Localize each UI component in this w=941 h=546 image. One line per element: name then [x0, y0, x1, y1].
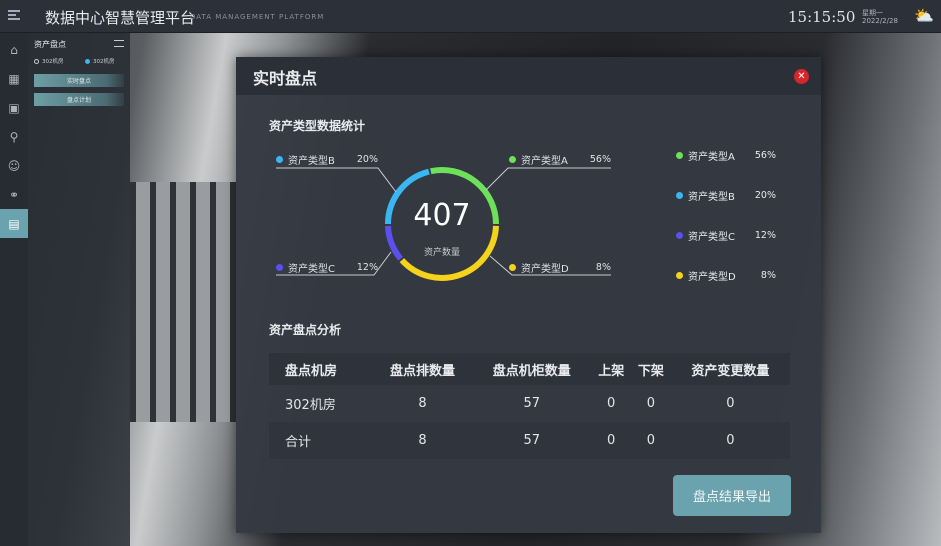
type-percent: 12%	[356, 262, 378, 273]
legend-label: 资产类型D	[688, 272, 736, 283]
dot	[276, 264, 283, 271]
panel-title: 资产盘点	[34, 40, 66, 49]
cell: 0	[646, 396, 656, 411]
clock: 15:15:50	[788, 8, 856, 26]
callout-type-a: 资产类型A 56%	[509, 152, 611, 167]
dot	[509, 156, 516, 163]
legend-type-b: 资产类型B 20%	[676, 188, 776, 203]
col-header: 盘点机柜数量	[472, 353, 592, 385]
face-icon[interactable]: ☺	[7, 158, 21, 173]
room-label: 302机房	[42, 59, 64, 65]
inventory-plan-button[interactable]: 盘点计划	[34, 93, 124, 106]
realtime-inventory-button[interactable]: 实时盘点	[34, 74, 124, 87]
type-name: 资产类型B	[288, 156, 335, 167]
type-percent: 8%	[595, 262, 611, 273]
dot	[276, 156, 283, 163]
legend-percent: 20%	[754, 190, 776, 201]
monitor-icon[interactable]: ▣	[8, 100, 20, 115]
cell: 0	[631, 422, 671, 459]
col-header: 盘点排数量	[372, 353, 473, 385]
cell: 0	[726, 396, 735, 411]
export-results-button[interactable]: 盘点结果导出	[673, 475, 791, 516]
callout-type-b: 资产类型B 20%	[276, 152, 378, 167]
side-panel: 资产盘点 302机房 302机房 实时盘点 盘点计划	[28, 33, 130, 546]
total-label: 资产数量	[423, 248, 460, 258]
dialog-header: 实时盘点 ✕	[236, 57, 821, 95]
top-bar: 数据中心智慧管理平台 DATA MANAGEMENT PLATFORM 15:1…	[0, 0, 941, 33]
close-icon[interactable]: ✕	[794, 69, 809, 84]
callout-type-c: 资产类型C 12%	[276, 260, 378, 275]
donut-segment-资产类型D	[399, 225, 499, 281]
filter-icon[interactable]	[114, 40, 124, 47]
type-name: 资产类型C	[288, 264, 335, 275]
cell: 57	[523, 396, 541, 411]
cell: 0	[607, 396, 616, 411]
dot	[676, 192, 683, 199]
leader-line-c	[276, 251, 392, 276]
grid-icon[interactable]: ▦	[8, 71, 20, 86]
inventory-table: 盘点机房 盘点排数量 盘点机柜数量 上架 下架 资产变更数量 302机房 8 5…	[269, 353, 790, 459]
dot	[676, 232, 683, 239]
stats-title: 资产类型数据统计	[269, 119, 366, 133]
partly-cloudy-icon: ⛅	[914, 6, 934, 25]
legend-type-d: 资产类型D 8%	[676, 268, 776, 283]
link-icon[interactable]: ⚭	[8, 187, 20, 202]
leader-line-b	[276, 167, 397, 193]
table-row: 302机房 8 57 0 0 0	[269, 385, 790, 422]
app-subtitle: DATA MANAGEMENT PLATFORM	[190, 13, 325, 21]
dot	[676, 272, 683, 279]
cell: 8	[372, 422, 473, 459]
cell: 302机房	[285, 398, 336, 413]
table-header-row: 盘点机房 盘点排数量 盘点机柜数量 上架 下架 资产变更数量	[269, 353, 790, 385]
donut-chart	[276, 167, 611, 281]
menu-icon[interactable]	[8, 10, 20, 20]
donut-segment-资产类型C	[385, 225, 404, 261]
weekday: 星期一	[862, 9, 883, 17]
legend-label: 资产类型C	[688, 232, 735, 243]
app-title: 数据中心智慧管理平台	[45, 9, 196, 27]
legend-percent: 56%	[754, 150, 776, 161]
cell: 合计	[269, 422, 373, 459]
type-percent: 56%	[589, 154, 611, 165]
col-header: 资产变更数量	[670, 353, 790, 385]
type-name: 资产类型D	[521, 264, 569, 275]
cell: 0	[591, 422, 632, 459]
col-header: 盘点机房	[269, 353, 373, 385]
legend-label: 资产类型B	[688, 192, 735, 203]
leader-line-d	[489, 255, 611, 276]
legend-percent: 8%	[760, 270, 776, 281]
type-name: 资产类型A	[521, 156, 568, 167]
legend-type-a: 资产类型A 56%	[676, 148, 776, 163]
room-radio-1[interactable]: 302机房	[34, 57, 64, 65]
cell: 0	[670, 422, 790, 459]
room-radio-2[interactable]: 302机房	[85, 57, 115, 65]
callout-type-d: 资产类型D 8%	[509, 260, 611, 275]
col-header: 上架	[591, 353, 632, 385]
col-header: 下架	[631, 353, 671, 385]
legend-percent: 12%	[754, 230, 776, 241]
dot	[676, 152, 683, 159]
total-count: 407	[413, 198, 471, 233]
cell: 57	[472, 422, 592, 459]
room-label: 302机房	[93, 59, 115, 65]
table-row: 合计 8 57 0 0 0	[269, 422, 790, 459]
analysis-title: 资产盘点分析	[269, 323, 342, 337]
dot	[509, 264, 516, 271]
realtime-inventory-dialog: 实时盘点 ✕ 资产类型数据统计 407 资产数量 资产类型B 20% 资产类型C 1…	[236, 57, 821, 533]
left-nav: ⌂ ▦ ▣ ⚲ ☺ ⚭ ▤	[0, 33, 28, 546]
asset-icon[interactable]: ▤	[0, 209, 28, 238]
dialog-title: 实时盘点	[253, 69, 318, 88]
date: 2022/2/28	[862, 17, 898, 25]
donut-segment-资产类型B	[385, 168, 430, 225]
donut-segment-资产类型A	[430, 167, 499, 225]
type-percent: 20%	[356, 154, 378, 165]
cell: 8	[418, 396, 427, 411]
home-icon[interactable]: ⌂	[10, 42, 18, 57]
tool-icon[interactable]: ⚲	[9, 129, 19, 144]
leader-line-a	[485, 167, 611, 191]
legend-label: 资产类型A	[688, 152, 735, 163]
legend-type-c: 资产类型C 12%	[676, 228, 776, 243]
